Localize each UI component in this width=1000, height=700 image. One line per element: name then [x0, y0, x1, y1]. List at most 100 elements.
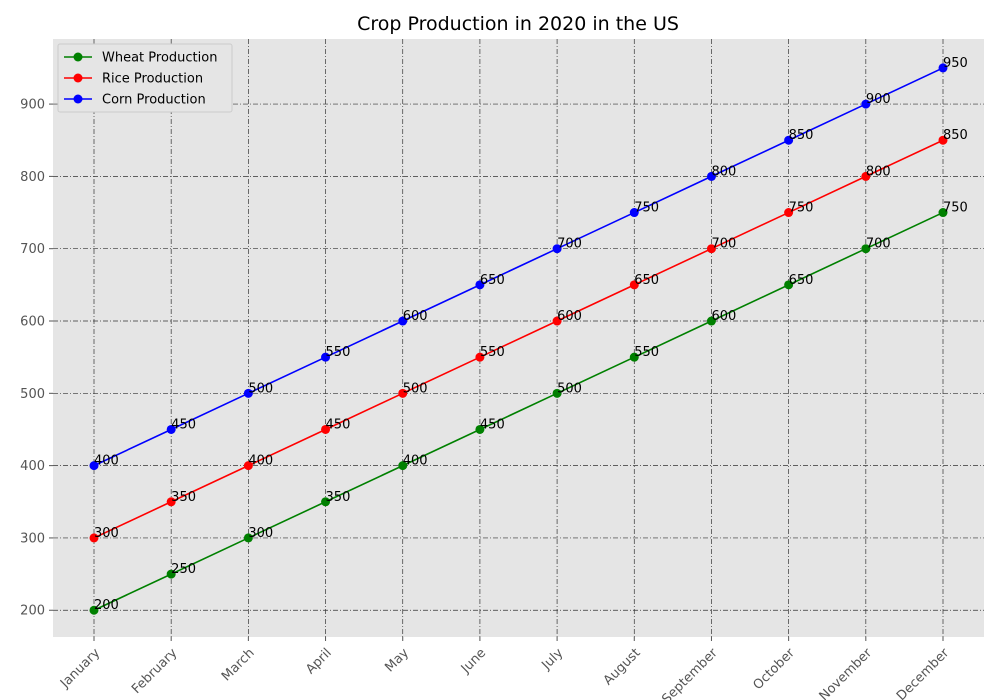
y-tick-label: 700 [20, 242, 45, 257]
corn-production-point [861, 99, 871, 109]
wheat-production-point [552, 388, 562, 398]
legend-label-corn-production: Corn Production [102, 93, 206, 108]
data-label: 750 [634, 201, 659, 216]
data-label: 400 [248, 454, 273, 469]
data-label: 750 [789, 201, 814, 216]
data-label: 350 [326, 490, 351, 505]
x-tick-label: September [659, 645, 721, 700]
legend-label-rice-production: Rice Production [102, 72, 203, 87]
data-label: 750 [943, 201, 968, 216]
data-label: 850 [789, 128, 814, 143]
y-tick-label: 200 [20, 604, 45, 619]
y-tick-label: 400 [20, 459, 45, 474]
x-tick-label: February [129, 645, 181, 697]
wheat-production-point [166, 569, 176, 579]
x-tick-label: April [303, 646, 335, 678]
y-tick-label: 800 [20, 170, 45, 185]
data-label: 400 [403, 454, 428, 469]
data-label: 450 [326, 417, 351, 432]
x-tick-label: May [382, 645, 412, 675]
rice-production-point [861, 171, 871, 181]
wheat-production-point [243, 533, 253, 543]
wheat-production-point [706, 316, 716, 326]
x-tick-label: December [894, 645, 953, 700]
corn-production-point [89, 461, 99, 471]
wheat-production-point [938, 208, 948, 218]
chart-title: Crop Production in 2020 in the US [357, 13, 679, 35]
corn-production-point [938, 63, 948, 73]
data-label: 250 [171, 562, 196, 577]
y-tick-label: 600 [20, 315, 45, 330]
rice-production-point [552, 316, 562, 326]
y-tick-label: 300 [20, 531, 45, 546]
data-label: 950 [943, 56, 968, 71]
x-tick-label: August [601, 646, 644, 689]
data-label: 550 [634, 345, 659, 360]
corn-production-point [629, 208, 639, 218]
x-tick-label: October [751, 645, 799, 693]
data-label: 650 [789, 273, 814, 288]
data-label: 650 [480, 273, 505, 288]
plot-area [53, 39, 984, 637]
legend-label-wheat-production: Wheat Production [102, 51, 217, 66]
data-labels: 200 250 300 350 400 450 500 550 600 650 700 750 300 3… [94, 56, 968, 613]
rice-production-point [706, 244, 716, 254]
wheat-production-point [321, 497, 331, 507]
data-label: 300 [94, 526, 119, 541]
corn-production-point [552, 244, 562, 254]
wheat-production-point [784, 280, 794, 290]
data-label: 700 [557, 237, 582, 252]
rice-production-point [166, 497, 176, 507]
legend-box [57, 43, 233, 113]
corn-production-point [475, 280, 485, 290]
corn-production-point [166, 424, 176, 434]
wheat-production-point [89, 605, 99, 615]
rice-production-point [938, 135, 948, 145]
data-label: 200 [94, 598, 119, 613]
data-label: 800 [711, 164, 736, 179]
x-tick-label: March [219, 646, 258, 685]
wheat-production-point [475, 424, 485, 434]
data-label: 600 [557, 309, 582, 324]
rice-production-point [475, 352, 485, 362]
data-label: 900 [866, 92, 891, 107]
corn-production-point [706, 171, 716, 181]
legend-marker-rice-production [73, 73, 83, 83]
rice-production-point [89, 533, 99, 543]
data-label: 400 [94, 454, 119, 469]
rice-production-line [93, 139, 944, 539]
legend-marker-wheat-production [73, 52, 83, 62]
wheat-production-point [861, 244, 871, 254]
corn-production-line [93, 67, 944, 467]
data-label: 600 [711, 309, 736, 324]
wheat-production-line [93, 211, 944, 611]
x-tick-label: June [458, 646, 489, 677]
x-tick-label: July [539, 645, 567, 673]
rice-production-point [629, 280, 639, 290]
data-label: 500 [557, 381, 582, 396]
rice-production-point [398, 388, 408, 398]
x-tick-label: November [817, 645, 876, 700]
series-group [89, 63, 948, 615]
y-tick-label: 900 [20, 98, 45, 113]
data-label: 450 [171, 417, 196, 432]
wheat-production-point [629, 352, 639, 362]
corn-production-point [243, 388, 253, 398]
data-label: 350 [171, 490, 196, 505]
data-label: 450 [480, 417, 505, 432]
data-label: 500 [248, 381, 273, 396]
data-label: 550 [326, 345, 351, 360]
y-tick-label: 500 [20, 387, 45, 402]
rice-production-point [321, 424, 331, 434]
legend-marker-corn-production [73, 94, 83, 104]
rice-production-point [784, 208, 794, 218]
corn-production-point [784, 135, 794, 145]
data-label: 800 [866, 164, 891, 179]
data-label: 650 [634, 273, 659, 288]
corn-production-point [321, 352, 331, 362]
data-label: 500 [403, 381, 428, 396]
data-label: 700 [711, 237, 736, 252]
x-tick-label: January [57, 645, 103, 691]
data-label: 700 [866, 237, 891, 252]
